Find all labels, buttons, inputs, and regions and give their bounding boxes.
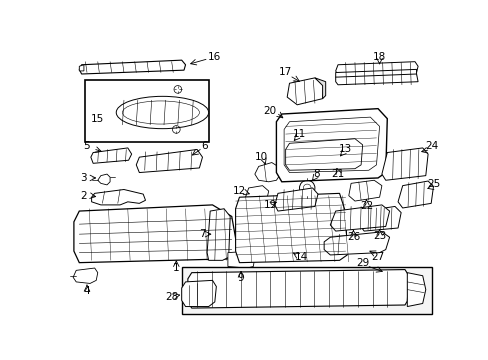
Polygon shape	[187, 270, 408, 308]
Polygon shape	[348, 180, 381, 201]
Text: 20: 20	[263, 106, 276, 116]
Polygon shape	[227, 251, 254, 268]
Text: 9: 9	[237, 273, 244, 283]
Bar	[182, 266, 431, 314]
Text: 3: 3	[81, 173, 87, 183]
Polygon shape	[254, 163, 279, 182]
Polygon shape	[98, 174, 110, 185]
Text: 23: 23	[372, 231, 386, 241]
Text: 8: 8	[312, 169, 319, 179]
Polygon shape	[264, 239, 293, 257]
Polygon shape	[335, 74, 417, 85]
Text: 14: 14	[294, 252, 307, 262]
Polygon shape	[74, 205, 238, 263]
Polygon shape	[91, 189, 145, 205]
Polygon shape	[136, 149, 202, 172]
Text: 10: 10	[254, 152, 267, 162]
Polygon shape	[207, 209, 230, 260]
Text: 15: 15	[90, 114, 103, 123]
Text: 26: 26	[346, 232, 359, 242]
Text: 7: 7	[199, 229, 205, 239]
Polygon shape	[381, 148, 427, 180]
Text: 24: 24	[425, 141, 438, 151]
Polygon shape	[284, 117, 379, 172]
Polygon shape	[245, 186, 268, 203]
Polygon shape	[235, 193, 346, 263]
Text: 4: 4	[83, 286, 90, 296]
Bar	[85, 80, 208, 142]
Polygon shape	[407, 273, 425, 306]
Polygon shape	[182, 280, 216, 306]
Polygon shape	[335, 62, 417, 76]
Polygon shape	[324, 232, 389, 255]
Polygon shape	[286, 78, 324, 105]
Polygon shape	[335, 69, 416, 80]
Polygon shape	[274, 188, 317, 211]
Text: 22: 22	[359, 202, 372, 211]
Text: 11: 11	[292, 129, 305, 139]
Polygon shape	[329, 205, 389, 231]
Text: 19: 19	[263, 200, 276, 210]
Ellipse shape	[116, 96, 208, 129]
Text: 21: 21	[331, 169, 344, 179]
Text: 1: 1	[173, 263, 179, 273]
Text: 29: 29	[355, 258, 368, 267]
Text: 12: 12	[232, 186, 245, 196]
Text: 6: 6	[201, 141, 208, 150]
Polygon shape	[91, 148, 131, 163]
Polygon shape	[397, 181, 432, 208]
Polygon shape	[359, 206, 400, 231]
Polygon shape	[276, 109, 386, 182]
Polygon shape	[285, 139, 362, 170]
Text: 18: 18	[372, 52, 386, 62]
Polygon shape	[79, 65, 84, 71]
Text: 17: 17	[279, 67, 292, 77]
Text: 2: 2	[81, 191, 87, 201]
Polygon shape	[314, 78, 325, 99]
Text: 13: 13	[338, 144, 352, 154]
Text: 5: 5	[83, 141, 90, 150]
Polygon shape	[73, 268, 98, 283]
Polygon shape	[79, 60, 185, 74]
Text: 16: 16	[208, 52, 221, 62]
Text: 25: 25	[426, 179, 439, 189]
Text: 28: 28	[165, 292, 178, 302]
Polygon shape	[277, 137, 301, 157]
Text: 27: 27	[371, 252, 384, 262]
